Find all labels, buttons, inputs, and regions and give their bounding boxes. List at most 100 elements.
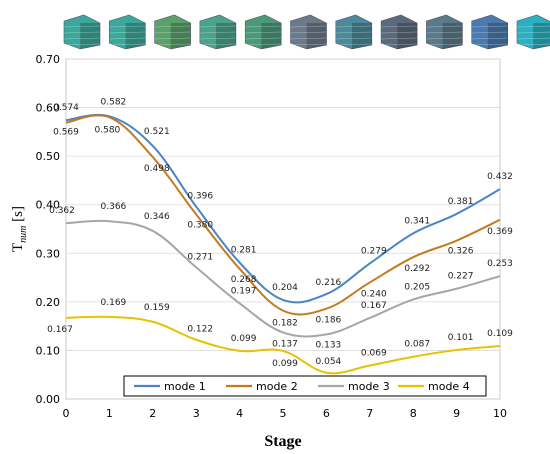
building-floor-line xyxy=(199,31,236,34)
building-model-image xyxy=(109,14,146,50)
data-point xyxy=(499,345,501,347)
building-floor-line xyxy=(199,37,236,40)
data-label: 0.054 xyxy=(316,357,342,367)
data-point xyxy=(195,205,197,207)
y-tick-label: 0.00 xyxy=(36,393,61,406)
building-shade xyxy=(442,23,463,49)
building-floor-line xyxy=(154,25,191,28)
data-label: 0.240 xyxy=(361,289,387,299)
data-label: 0.341 xyxy=(404,216,430,226)
data-point xyxy=(195,213,197,215)
data-point xyxy=(65,317,67,319)
building-model-image xyxy=(290,14,327,50)
data-point xyxy=(282,299,284,301)
building-model-image xyxy=(63,14,101,50)
legend-item: mode 3 xyxy=(318,380,390,393)
series-line-mode-1 xyxy=(65,113,501,304)
data-label: 0.279 xyxy=(361,246,387,256)
building-body xyxy=(199,14,237,50)
building-model-image xyxy=(471,14,509,50)
data-label: 0.380 xyxy=(187,220,213,230)
data-label: 0.326 xyxy=(448,247,474,257)
data-point xyxy=(412,356,414,358)
series-line-mode-2 xyxy=(65,114,501,316)
data-label: 0.521 xyxy=(144,127,170,137)
building-floor-line xyxy=(381,37,418,40)
data-label: 0.186 xyxy=(316,316,342,326)
x-tick-label: 0 xyxy=(63,407,70,420)
building-floor-line xyxy=(426,37,463,40)
data-point xyxy=(369,364,371,366)
building-model-image xyxy=(244,14,282,50)
data-label: 0.268 xyxy=(231,275,257,285)
data-point xyxy=(325,333,327,335)
data-label: 0.204 xyxy=(272,283,298,293)
building-floor-line xyxy=(471,37,508,40)
x-tick-label: 7 xyxy=(366,407,373,420)
building-shade xyxy=(397,23,418,49)
building-floor-line xyxy=(335,25,372,28)
data-label: 0.182 xyxy=(272,319,298,329)
data-point xyxy=(282,309,284,311)
building-body xyxy=(516,14,550,50)
data-label: 0.216 xyxy=(316,278,342,288)
building-floor-line xyxy=(381,43,418,46)
data-label: 0.101 xyxy=(448,333,474,343)
building-floor-line xyxy=(516,25,550,28)
data-point xyxy=(152,230,154,232)
data-label: 0.582 xyxy=(101,97,127,107)
plot-area xyxy=(65,58,501,400)
building-floor-line xyxy=(109,43,146,46)
data-label: 0.362 xyxy=(49,206,75,216)
data-point xyxy=(282,350,284,352)
series-line-mode-3 xyxy=(65,219,501,338)
x-axis-title: Stage xyxy=(264,433,301,450)
data-label: 0.167 xyxy=(361,301,387,311)
building-floor-line xyxy=(516,31,550,34)
building-floor-line xyxy=(290,31,327,34)
building-floor-line xyxy=(199,43,236,46)
building-model-image xyxy=(516,14,550,50)
data-label: 0.381 xyxy=(448,197,474,207)
legend-label: mode 4 xyxy=(428,380,470,393)
legend-label: mode 3 xyxy=(348,380,390,393)
building-floor-line xyxy=(63,43,101,46)
building-floor-line xyxy=(335,43,372,46)
data-point xyxy=(369,262,371,264)
data-label: 0.087 xyxy=(404,340,430,350)
data-point xyxy=(455,213,457,215)
data-point xyxy=(412,298,414,300)
legend-label: mode 1 xyxy=(164,380,206,393)
data-label: 0.369 xyxy=(487,227,513,237)
data-label: 0.137 xyxy=(272,339,298,349)
y-tick-label: 0.20 xyxy=(36,296,61,309)
building-floor-line xyxy=(109,37,146,40)
data-label: 0.281 xyxy=(231,246,257,256)
data-label: 0.227 xyxy=(448,272,474,282)
data-label: 0.432 xyxy=(487,172,513,182)
y-tick-label: 0.30 xyxy=(36,247,61,260)
data-point xyxy=(152,156,154,158)
building-floor-line xyxy=(426,43,463,46)
x-tick-label: 2 xyxy=(149,407,156,420)
legend-item: mode 4 xyxy=(398,380,470,393)
building-floor-line xyxy=(290,37,327,40)
data-point xyxy=(238,261,240,263)
building-body xyxy=(244,14,282,50)
building-floor-line xyxy=(63,37,101,40)
legend: mode 1 mode 2 mode 3 mode 4 xyxy=(123,375,487,397)
y-tick-label: 0.50 xyxy=(36,150,61,163)
data-point xyxy=(108,116,110,118)
data-label: 0.346 xyxy=(144,212,170,222)
building-floor-line xyxy=(471,25,508,28)
data-point xyxy=(195,266,197,268)
building-shade xyxy=(352,23,372,49)
building-floor-line xyxy=(245,43,282,46)
data-point xyxy=(195,339,197,341)
building-body xyxy=(290,14,327,50)
data-point xyxy=(455,349,457,351)
building-floor-line xyxy=(381,31,418,34)
building-floor-line xyxy=(290,25,327,28)
